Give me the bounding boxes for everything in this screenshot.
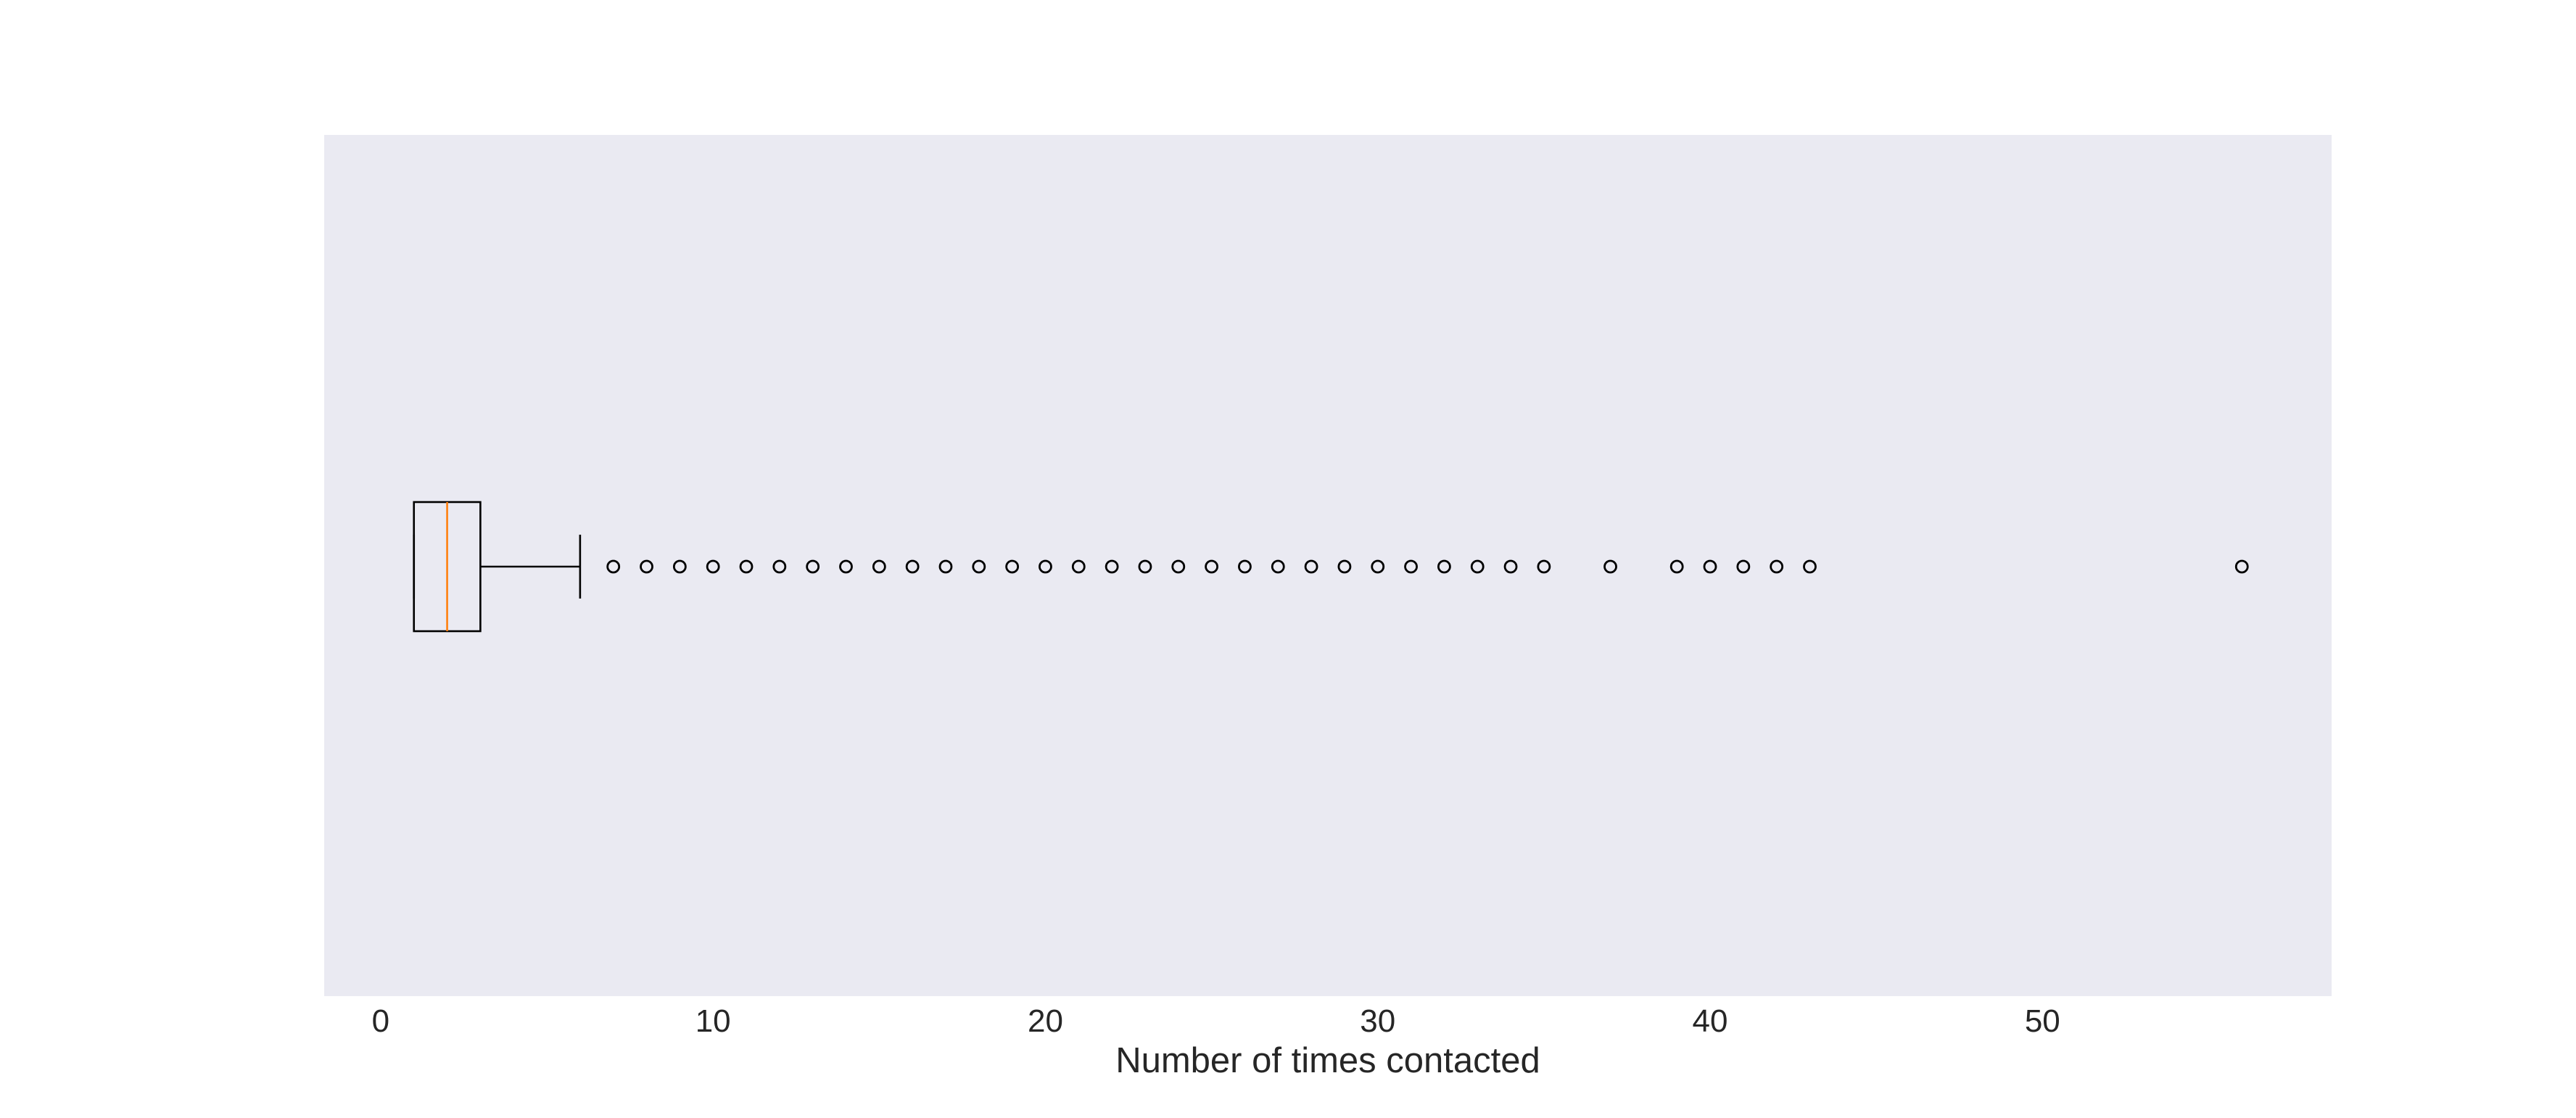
outlier-point [640, 559, 653, 574]
outlier-point [905, 559, 920, 574]
x-tick-label: 20 [1028, 1003, 1063, 1039]
outlier-point [1337, 559, 1352, 574]
outlier-point [1669, 559, 1684, 574]
outlier-point [1537, 559, 1551, 574]
x-tick-label: 10 [695, 1003, 731, 1039]
outlier-point [1437, 559, 1451, 574]
outlier-point [1039, 559, 1052, 574]
x-tick-label: 0 [372, 1003, 389, 1039]
outlier-point [1271, 559, 1285, 574]
outlier-point [1603, 559, 1617, 574]
outlier-point [1503, 559, 1518, 574]
outlier-point [1736, 559, 1751, 574]
outlier-point [606, 559, 621, 574]
outlier-point [1304, 559, 1318, 574]
outlier-point [772, 559, 787, 574]
outlier-point [839, 559, 853, 574]
outlier-point [938, 559, 953, 574]
outlier-point [1470, 559, 1485, 574]
x-axis-label: Number of times contacted [1115, 1041, 1540, 1080]
outlier-point [1238, 559, 1252, 574]
outlier-point [1770, 559, 1784, 574]
plot-area [324, 135, 2332, 996]
x-axis-ticks: 0 10 20 30 40 50 [372, 1003, 2060, 1039]
outliers [606, 559, 2249, 574]
outlier-point [1404, 559, 1418, 574]
outlier-point [972, 559, 986, 574]
outlier-point [806, 559, 820, 574]
outlier-point [1803, 559, 1817, 574]
outlier-point [872, 559, 886, 574]
outlier-point [672, 559, 687, 574]
outlier-point [1205, 559, 1219, 574]
outlier-point [1371, 559, 1385, 574]
outlier-point [1138, 559, 1152, 574]
box-group [413, 501, 582, 633]
outlier-point [2234, 559, 2249, 574]
outlier-point [1005, 559, 1020, 574]
outlier-point [1703, 559, 1717, 574]
x-tick-label: 50 [2025, 1003, 2060, 1039]
outlier-point [1105, 559, 1119, 574]
x-tick-label: 30 [1360, 1003, 1395, 1039]
x-tick-label: 40 [1693, 1003, 1728, 1039]
outlier-point [1071, 559, 1086, 574]
outlier-point [739, 559, 754, 574]
outlier-point [706, 559, 720, 574]
outlier-point [1171, 559, 1186, 574]
